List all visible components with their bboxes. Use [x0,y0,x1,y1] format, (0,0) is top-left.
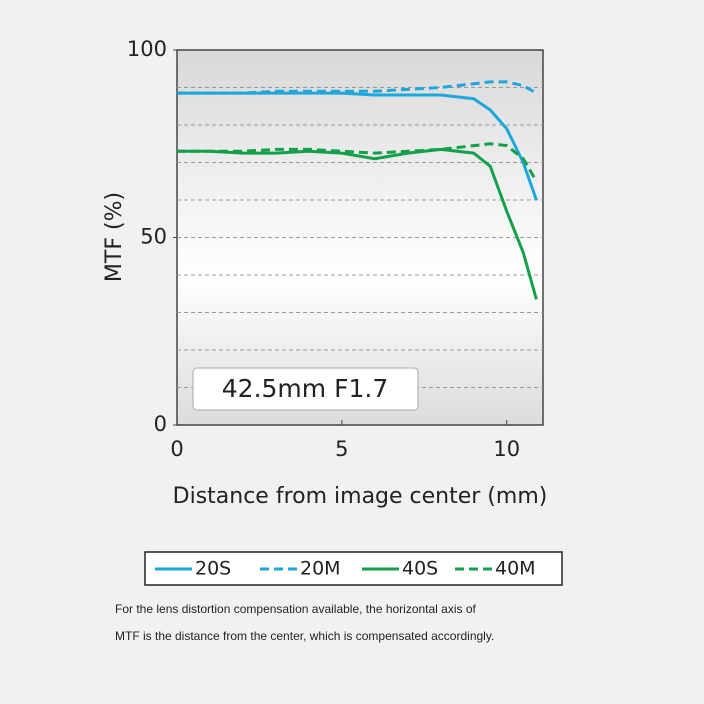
legend-label: 40M [495,558,536,580]
annotation-box [192,367,419,411]
legend-label: 20M [300,558,341,580]
series-line [177,142,538,183]
legend [144,551,563,586]
y-axis-title: MTF (%) [102,192,127,282]
y-tick-label: 100 [127,37,167,61]
legend-label: 40S [402,558,438,580]
x-tick-label: 10 [493,437,520,461]
annotation: 42.5mm F1.7 [222,374,388,403]
footnote: MTF is the distance from the center, whi… [115,629,494,643]
series-line [177,147,538,300]
y-tick-label: 0 [154,412,167,436]
x-tick-label: 5 [335,437,348,461]
x-tick-label: 0 [170,437,183,461]
y-tick-label: 50 [140,225,167,249]
series-line [177,80,538,95]
legend-label: 20S [195,558,231,580]
x-axis-title: Distance from image center (mm) [173,484,548,509]
footnote: For the lens distortion compensation ava… [115,602,477,616]
